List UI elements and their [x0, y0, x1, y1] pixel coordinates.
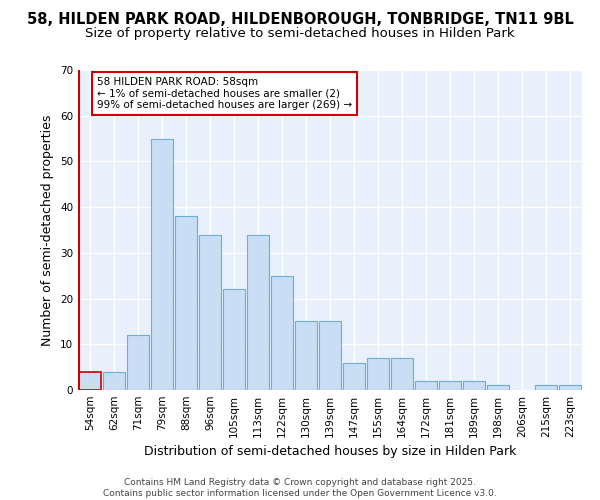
Bar	[223, 290, 245, 390]
Bar	[367, 358, 389, 390]
Bar	[319, 322, 341, 390]
Bar	[535, 386, 557, 390]
Bar	[295, 322, 317, 390]
Bar	[439, 381, 461, 390]
Text: 58, HILDEN PARK ROAD, HILDENBOROUGH, TONBRIDGE, TN11 9BL: 58, HILDEN PARK ROAD, HILDENBOROUGH, TON…	[26, 12, 574, 28]
Bar	[151, 138, 173, 390]
Text: Size of property relative to semi-detached houses in Hilden Park: Size of property relative to semi-detach…	[85, 28, 515, 40]
Bar	[415, 381, 437, 390]
Bar	[487, 386, 509, 390]
Bar	[463, 381, 485, 390]
Bar	[271, 276, 293, 390]
Bar	[343, 362, 365, 390]
X-axis label: Distribution of semi-detached houses by size in Hilden Park: Distribution of semi-detached houses by …	[144, 446, 516, 458]
Bar	[391, 358, 413, 390]
Text: Contains HM Land Registry data © Crown copyright and database right 2025.
Contai: Contains HM Land Registry data © Crown c…	[103, 478, 497, 498]
Bar	[79, 372, 101, 390]
Bar	[127, 335, 149, 390]
Bar	[175, 216, 197, 390]
Y-axis label: Number of semi-detached properties: Number of semi-detached properties	[41, 114, 55, 346]
Bar	[103, 372, 125, 390]
Bar	[199, 234, 221, 390]
Bar	[247, 234, 269, 390]
Bar	[559, 386, 581, 390]
Text: 58 HILDEN PARK ROAD: 58sqm
← 1% of semi-detached houses are smaller (2)
99% of s: 58 HILDEN PARK ROAD: 58sqm ← 1% of semi-…	[97, 77, 352, 110]
